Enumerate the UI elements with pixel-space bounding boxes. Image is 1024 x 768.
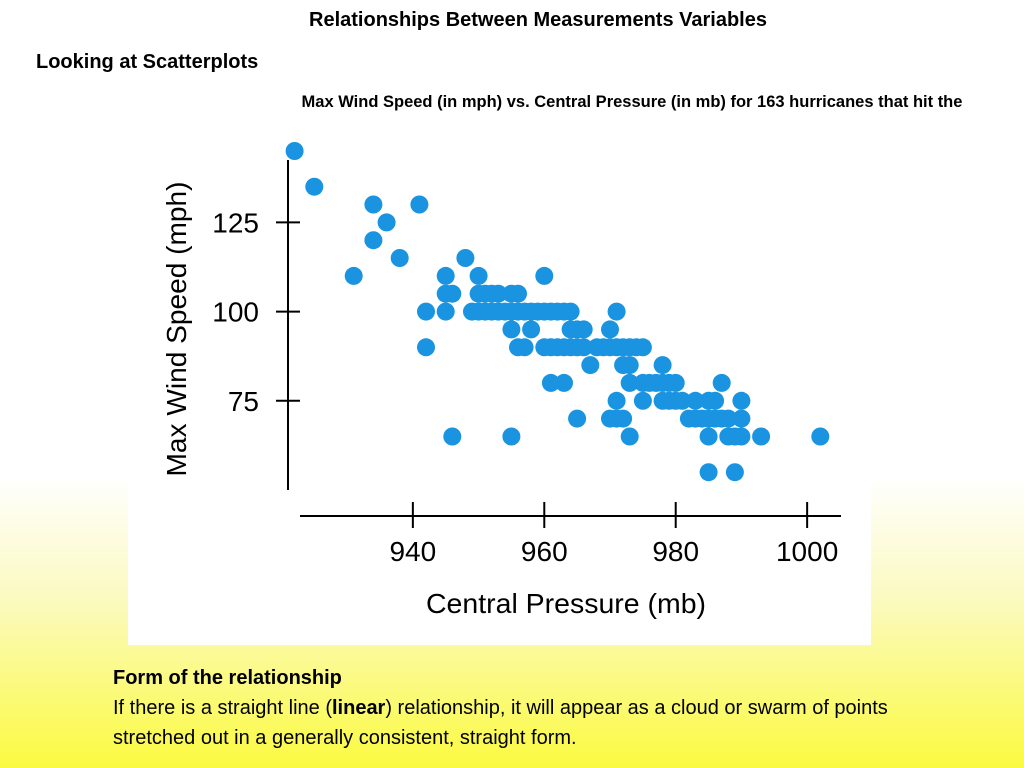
data-point-106 — [732, 391, 751, 410]
data-point-8 — [410, 195, 429, 214]
data-point-96 — [699, 427, 718, 446]
data-point-30 — [502, 320, 521, 339]
data-point-36 — [515, 338, 534, 357]
data-point-15 — [443, 427, 462, 446]
data-point-58 — [574, 338, 593, 357]
data-point-99 — [706, 391, 725, 410]
data-point-31 — [502, 427, 521, 446]
data-point-74 — [620, 373, 639, 392]
data-point-3 — [344, 266, 363, 285]
data-point-51 — [561, 302, 580, 321]
data-point-59 — [581, 356, 600, 375]
data-point-100 — [712, 373, 731, 392]
data-point-5 — [364, 231, 383, 250]
body-heading: Form of the relationship — [113, 667, 342, 689]
data-point-7 — [390, 249, 409, 267]
axis-ticks: 75 100 125 940 960 980 1000 — [212, 207, 838, 567]
data-point-62 — [601, 320, 619, 339]
slide-title: Relationships Between Measurements Varia… — [309, 9, 767, 31]
data-point-67 — [607, 391, 626, 410]
data-point-18 — [469, 266, 488, 285]
y-tick-label-125: 125 — [212, 207, 259, 238]
data-point-97 — [699, 463, 718, 482]
data-point-25 — [489, 284, 508, 303]
body-paragraph: If there is a straight line (linear) rel… — [113, 693, 933, 753]
data-point-71 — [614, 409, 633, 428]
data-point-65 — [607, 302, 626, 321]
data-point-91 — [686, 391, 705, 410]
y-tick-label-100: 100 — [212, 297, 259, 328]
data-point-13 — [443, 284, 462, 303]
data-point-87 — [666, 373, 685, 392]
data-point-77 — [633, 338, 652, 357]
section-heading: Looking at Scatterplots — [36, 51, 259, 73]
scatterplot: 75 100 125 940 960 980 1000 Central Pressure (… — [128, 120, 871, 645]
data-point-57 — [574, 320, 593, 339]
x-axis-label: Central Pressure (mb) — [426, 588, 706, 619]
x-tick-label-960: 960 — [521, 536, 568, 567]
data-point-32 — [509, 284, 527, 303]
y-axis-label: Max Wind Speed (mph) — [161, 182, 192, 477]
data-point-107 — [732, 409, 751, 428]
data-point-56 — [568, 409, 587, 428]
data-point-50 — [555, 373, 573, 392]
x-tick-label-1000: 1000 — [776, 536, 838, 567]
data-point-10 — [417, 338, 435, 357]
x-tick-label-940: 940 — [389, 536, 436, 567]
data-point-73 — [620, 356, 639, 375]
body-text-before: If there is a straight line ( — [113, 697, 332, 719]
x-tick-label-980: 980 — [652, 536, 699, 567]
data-point-9 — [417, 302, 435, 321]
body-text-after: ) relationship, it will appear as a clou… — [113, 697, 888, 749]
data-point-40 — [535, 266, 554, 285]
scatterplot-svg: 75 100 125 940 960 980 1000 Central Pressure (… — [161, 142, 841, 619]
data-point-4 — [364, 195, 383, 214]
data-point-2 — [305, 177, 324, 196]
data-point-6 — [377, 213, 396, 232]
data-point-11 — [436, 266, 455, 285]
data-point-38 — [522, 320, 541, 339]
data-point-82 — [653, 356, 672, 375]
data-point-108 — [732, 427, 751, 446]
data-point-75 — [620, 427, 639, 446]
data-point-14 — [436, 302, 455, 321]
body-text-bold: linear — [331, 697, 386, 719]
data-point-79 — [633, 391, 652, 410]
data-point-1 — [285, 142, 304, 160]
data-point-102 — [719, 409, 738, 428]
data-point-16 — [456, 249, 475, 267]
data-points — [285, 142, 830, 482]
y-tick-label-75: 75 — [228, 386, 259, 417]
data-point-45 — [541, 373, 560, 392]
data-point-110 — [811, 427, 830, 446]
data-point-105 — [725, 463, 744, 482]
data-point-89 — [673, 391, 692, 410]
data-point-109 — [752, 427, 771, 446]
body-text: Form of the relationship If there is a s… — [113, 663, 933, 753]
